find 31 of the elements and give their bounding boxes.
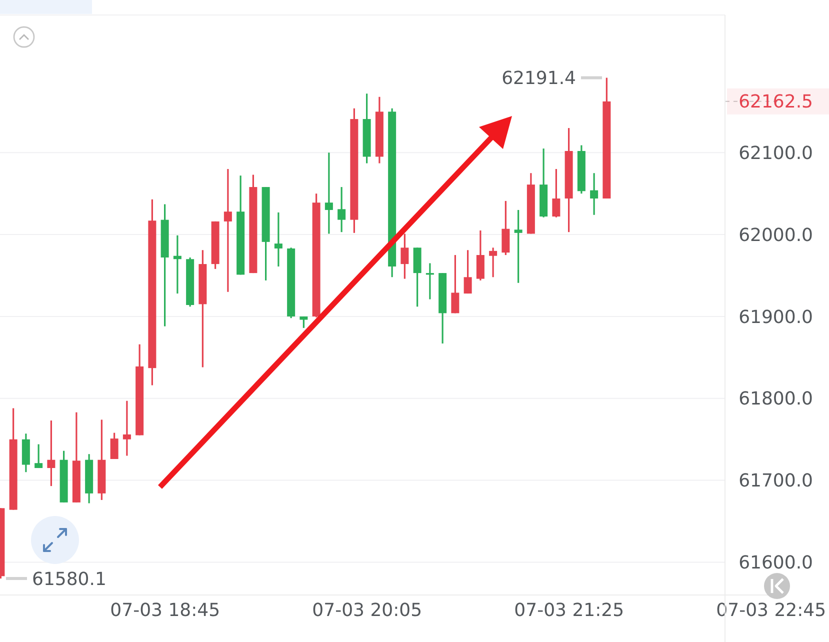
- y-tick-label: 61900.0: [738, 306, 813, 328]
- candlestick: [552, 168, 560, 218]
- candlestick: [514, 209, 522, 284]
- candlestick: [476, 230, 484, 282]
- candlestick: [489, 246, 498, 278]
- annotation: 62191.4: [502, 68, 576, 90]
- candlestick: [324, 152, 333, 235]
- candlestick: [464, 249, 472, 294]
- y-tick-label: 62100.0: [738, 142, 813, 164]
- candlestick: [274, 212, 282, 268]
- y-tick-label: 61800.0: [738, 388, 813, 410]
- x-tick-label: 07-03 20:05: [312, 600, 422, 621]
- x-tick-label: 07-03 18:45: [110, 600, 220, 621]
- candlestick: [110, 432, 118, 460]
- y-tick-label: 61700.0: [738, 470, 813, 492]
- candlestick: [122, 400, 131, 457]
- y-tick-label: 62000.0: [738, 224, 813, 246]
- candlestick: [173, 234, 182, 294]
- candlestick: [451, 254, 460, 314]
- candlestick: [224, 168, 232, 293]
- candlestick: [34, 443, 43, 469]
- candlestick: [400, 232, 409, 280]
- candlestick: [47, 420, 56, 487]
- y-tick-label: 61600.0: [738, 552, 813, 574]
- candlestick: [426, 262, 434, 300]
- candlestick: [338, 186, 346, 233]
- candlestick: [502, 200, 510, 256]
- ref-line-label: 62162.5: [738, 92, 813, 113]
- candlestick: [590, 172, 598, 216]
- x-tick-label: 07-03 21:25: [514, 600, 624, 621]
- annotation: 61580.1: [32, 568, 106, 590]
